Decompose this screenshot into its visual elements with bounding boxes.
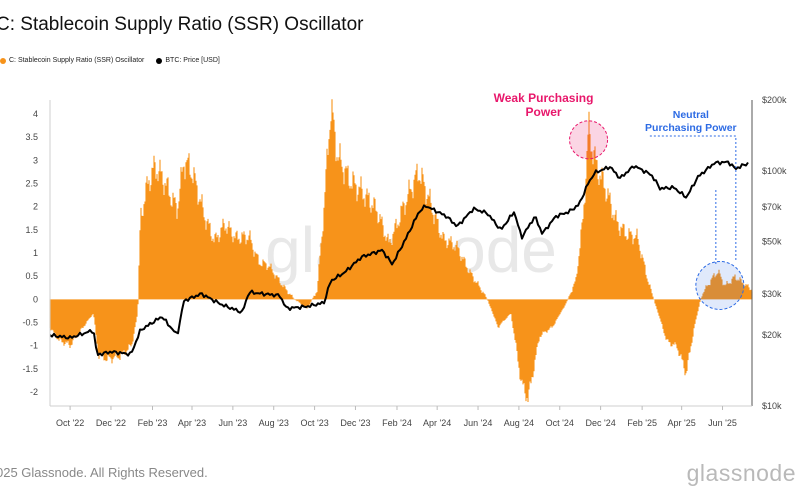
y-left-tick-label: 0 <box>33 294 38 304</box>
chart-title: C: Stablecoin Supply Ratio (SSR) Oscilla… <box>0 14 364 35</box>
x-tick-label: Oct '23 <box>300 418 328 428</box>
x-tick-label: Apr '24 <box>423 418 451 428</box>
chart-legend: C: Stablecoin Supply Ratio (SSR) Oscilla… <box>0 57 220 64</box>
y-right-tick-label: $30k <box>762 289 782 299</box>
y-left-tick-label: 2 <box>33 202 38 212</box>
x-tick-label: Oct '24 <box>546 418 574 428</box>
y-right-tick-label: $20k <box>762 330 782 340</box>
y-left-tick-label: -1.5 <box>22 364 38 374</box>
annotation-weak-circle <box>569 120 609 160</box>
legend-swatch-ssr <box>0 57 6 64</box>
y-right-tick-label: $50k <box>762 237 782 247</box>
y-left-tick-label: -1 <box>30 341 38 351</box>
x-tick-label: Feb '25 <box>627 418 657 428</box>
y-left-tick-label: 1 <box>33 248 38 258</box>
annotation-neutral-circle <box>695 260 745 310</box>
brand-logo: glassnode <box>686 460 796 486</box>
x-tick-label: Aug '24 <box>504 418 534 428</box>
x-tick-label: Jun '23 <box>218 418 247 428</box>
y-right-tick-label: $100k <box>762 166 787 176</box>
y-right-tick-label: $70k <box>762 202 782 212</box>
x-tick-label: Jun '25 <box>708 418 737 428</box>
annotation-neutral-connector <box>649 135 737 262</box>
x-tick-label: Apr '25 <box>668 418 696 428</box>
legend-item-ssr[interactable]: C: Stablecoin Supply Ratio (SSR) Oscilla… <box>0 57 144 64</box>
y-left-tick-label: 3.5 <box>25 132 38 142</box>
y-left-tick-label: 4 <box>33 109 38 119</box>
y-left-tick-label: -0.5 <box>22 318 38 328</box>
y-left-tick-label: 2.5 <box>25 178 38 188</box>
x-tick-label: Feb '24 <box>382 418 412 428</box>
legend-label-ssr: C: Stablecoin Supply Ratio (SSR) Oscilla… <box>9 57 145 64</box>
x-tick-label: Apr '23 <box>178 418 206 428</box>
annotation-weak-label: Power <box>526 105 562 119</box>
annotation-weak-label: Weak Purchasing <box>494 91 594 105</box>
y-left-tick-label: 3 <box>33 155 38 165</box>
y-left-tick-label: 1.5 <box>25 225 38 235</box>
x-tick-label: Dec '24 <box>585 418 615 428</box>
x-tick-label: Aug '23 <box>259 418 289 428</box>
x-tick-label: Feb '23 <box>138 418 168 428</box>
y-left-tick-label: -2 <box>30 387 38 397</box>
legend-item-btc-price[interactable]: BTC: Price [USD] <box>156 57 220 64</box>
x-tick-label: Jun '24 <box>464 418 493 428</box>
x-tick-label: Dec '22 <box>96 418 126 428</box>
annotation-neutral-label: Purchasing Power <box>645 122 737 134</box>
y-right-tick-label: $10k <box>762 401 782 411</box>
y-right-tick-label: $200k <box>762 95 787 105</box>
x-tick-label: Oct '22 <box>56 418 84 428</box>
legend-label-btc-price: BTC: Price [USD] <box>165 57 220 64</box>
copyright-text: 025 Glassnode. All Rights Reserved. <box>0 465 208 480</box>
legend-swatch-btc-price <box>156 57 163 64</box>
y-left-tick-label: 0.5 <box>25 271 38 281</box>
ssr-oscillator-series[interactable] <box>49 99 753 402</box>
btc-price-series[interactable] <box>49 160 749 357</box>
annotation-neutral-label: Neutral <box>673 109 709 121</box>
x-tick-label: Dec '23 <box>340 418 370 428</box>
